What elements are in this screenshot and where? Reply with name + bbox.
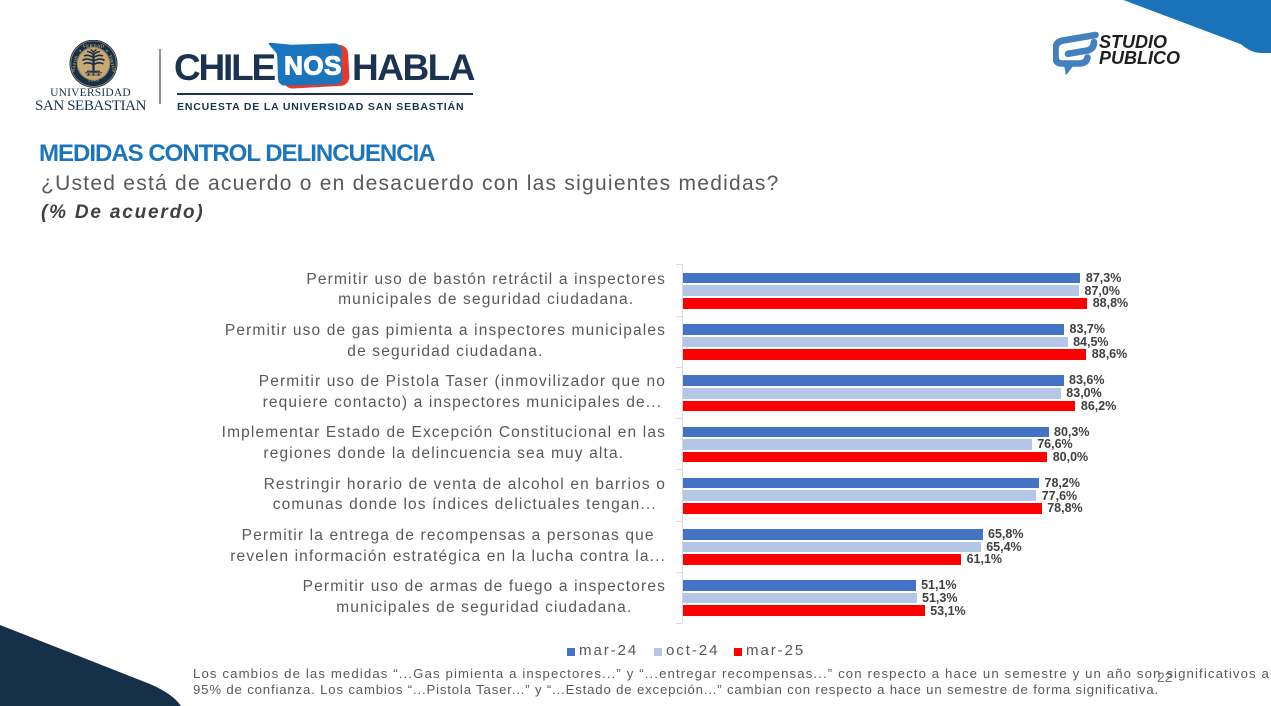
svg-text:NOS: NOS	[284, 51, 342, 81]
svg-text:VERDAD: VERDAD	[82, 44, 104, 49]
svg-text:1989: 1989	[88, 78, 99, 83]
svg-text:VIRTUD: VIRTUD	[108, 54, 117, 73]
svg-text:RAZON: RAZON	[70, 55, 79, 72]
